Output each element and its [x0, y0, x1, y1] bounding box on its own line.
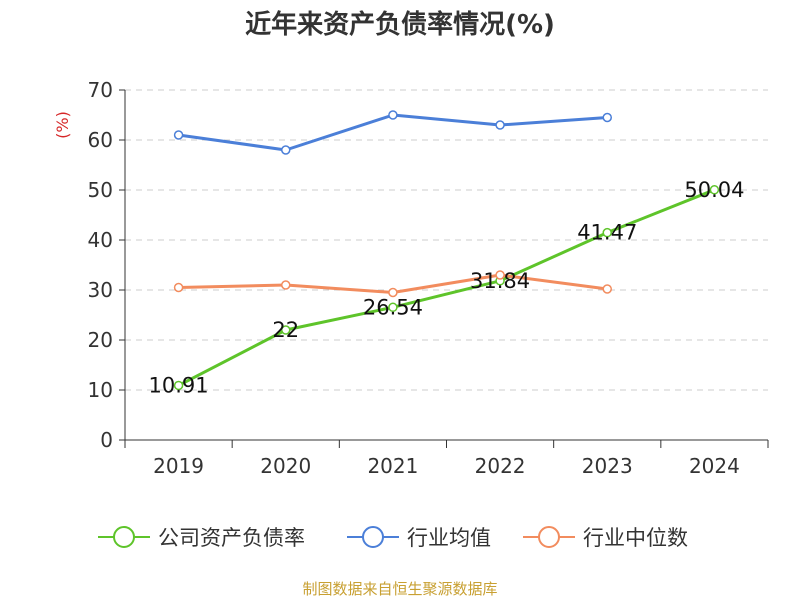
- series-line-0: [177, 188, 715, 387]
- y-tick-label: 50: [88, 178, 113, 202]
- data-point: [281, 280, 291, 290]
- x-tick-label: 2020: [260, 454, 311, 478]
- data-point: [495, 270, 505, 280]
- x-tick-label: 2022: [475, 454, 526, 478]
- series-lines: [173, 110, 720, 391]
- data-label: 26.54: [363, 295, 423, 319]
- chart-title: 近年来资产负债率情况(%): [245, 10, 555, 40]
- data-point: [602, 112, 612, 123]
- data-point: [173, 130, 184, 140]
- data-label: 10.91: [149, 373, 209, 397]
- y-tick-label: 40: [88, 228, 113, 252]
- x-tick-label: 2021: [367, 454, 418, 478]
- x-tick-label: 2019: [153, 454, 204, 478]
- grid-lines: [125, 89, 768, 391]
- legend-marker-1: [362, 526, 384, 548]
- y-tick-label: 60: [88, 128, 113, 152]
- legend-marker-2: [538, 526, 560, 548]
- data-point: [281, 145, 291, 155]
- legend: 公司资产负债率 行业均值 行业中位数: [98, 526, 688, 550]
- y-tick-label: 30: [88, 278, 113, 302]
- data-point: [495, 120, 505, 130]
- legend-label-0: 公司资产负债率: [158, 526, 305, 550]
- data-label: 41.47: [577, 221, 637, 245]
- data-point: [388, 287, 398, 298]
- data-label: 50.04: [684, 178, 744, 202]
- legend-marker-0: [113, 526, 135, 548]
- data-point: [173, 380, 184, 391]
- y-tick-label: 0: [100, 428, 113, 452]
- data-label: 31.84: [470, 269, 530, 293]
- data-labels: 10.91 22 26.54 31.84 41.47 50.04: [149, 178, 745, 398]
- axes: 0 10 20 30 40 50 60 70 2019 2020 2021 2022 2023 2024: [88, 78, 769, 478]
- data-point: [602, 227, 612, 238]
- legend-label-1: 行业均值: [407, 526, 491, 550]
- y-tick-label: 70: [88, 78, 113, 102]
- x-tick-label: 2024: [689, 454, 740, 478]
- x-tick-label: 2023: [582, 454, 633, 478]
- data-label: 22: [272, 318, 299, 342]
- data-point: [388, 302, 398, 313]
- data-point: [173, 282, 184, 293]
- legend-label-2: 行业中位数: [583, 526, 688, 550]
- y-tick-label: 10: [88, 378, 113, 402]
- y-axis-label: (%): [53, 111, 72, 139]
- data-point: [388, 110, 398, 120]
- y-tick-label: 20: [88, 328, 113, 352]
- data-point: [709, 185, 720, 195]
- series-line-1: [178, 113, 608, 152]
- data-point: [602, 284, 612, 294]
- source-note: 制图数据来自恒生聚源数据库: [302, 580, 498, 598]
- data-point: [281, 325, 291, 335]
